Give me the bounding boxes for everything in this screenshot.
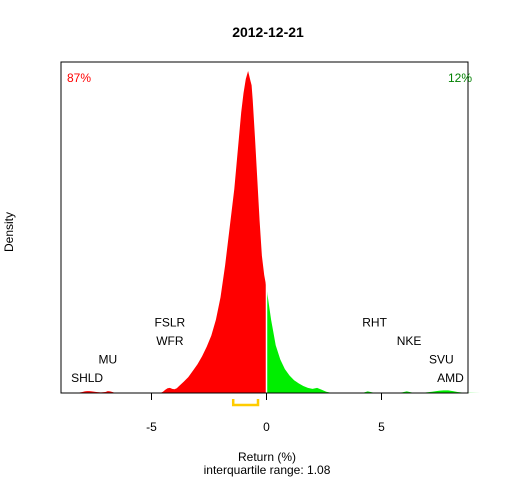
- y-axis-label: Density: [2, 212, 16, 252]
- x-axis-label: Return (%): [238, 450, 296, 464]
- x-tick-label: -5: [146, 420, 157, 434]
- plot-frame: [60, 61, 469, 394]
- density-negative-area: [73, 71, 267, 393]
- ticker-label-amd: AMD: [437, 371, 464, 385]
- ticker-label-nke: NKE: [397, 334, 422, 348]
- ticker-label-rht: RHT: [362, 316, 387, 330]
- ticker-label-fslr: FSLR: [155, 316, 186, 330]
- density-positive-area: [266, 287, 481, 393]
- ticker-annotations: SHLD MU WFR FSLR RHT NKE SVU AMD: [71, 316, 464, 386]
- iqr-marker: [231, 399, 260, 407]
- ticker-label-svu: SVU: [429, 353, 454, 367]
- ticker-label-shld: SHLD: [71, 371, 103, 385]
- chart-title: 2012-12-21: [232, 24, 304, 40]
- x-axis: -5 0 5: [146, 393, 385, 434]
- pct-negative-label: 87%: [67, 71, 91, 85]
- x-tick-label: 5: [378, 420, 385, 434]
- ticker-label-wfr: WFR: [156, 334, 184, 348]
- iqr-bracket: [231, 399, 260, 407]
- x-tick-label: 0: [263, 420, 270, 434]
- pct-positive-label: 12%: [448, 71, 472, 85]
- iqr-subtitle: interquartile range: 1.08: [204, 463, 331, 477]
- ticker-label-mu: MU: [98, 353, 117, 367]
